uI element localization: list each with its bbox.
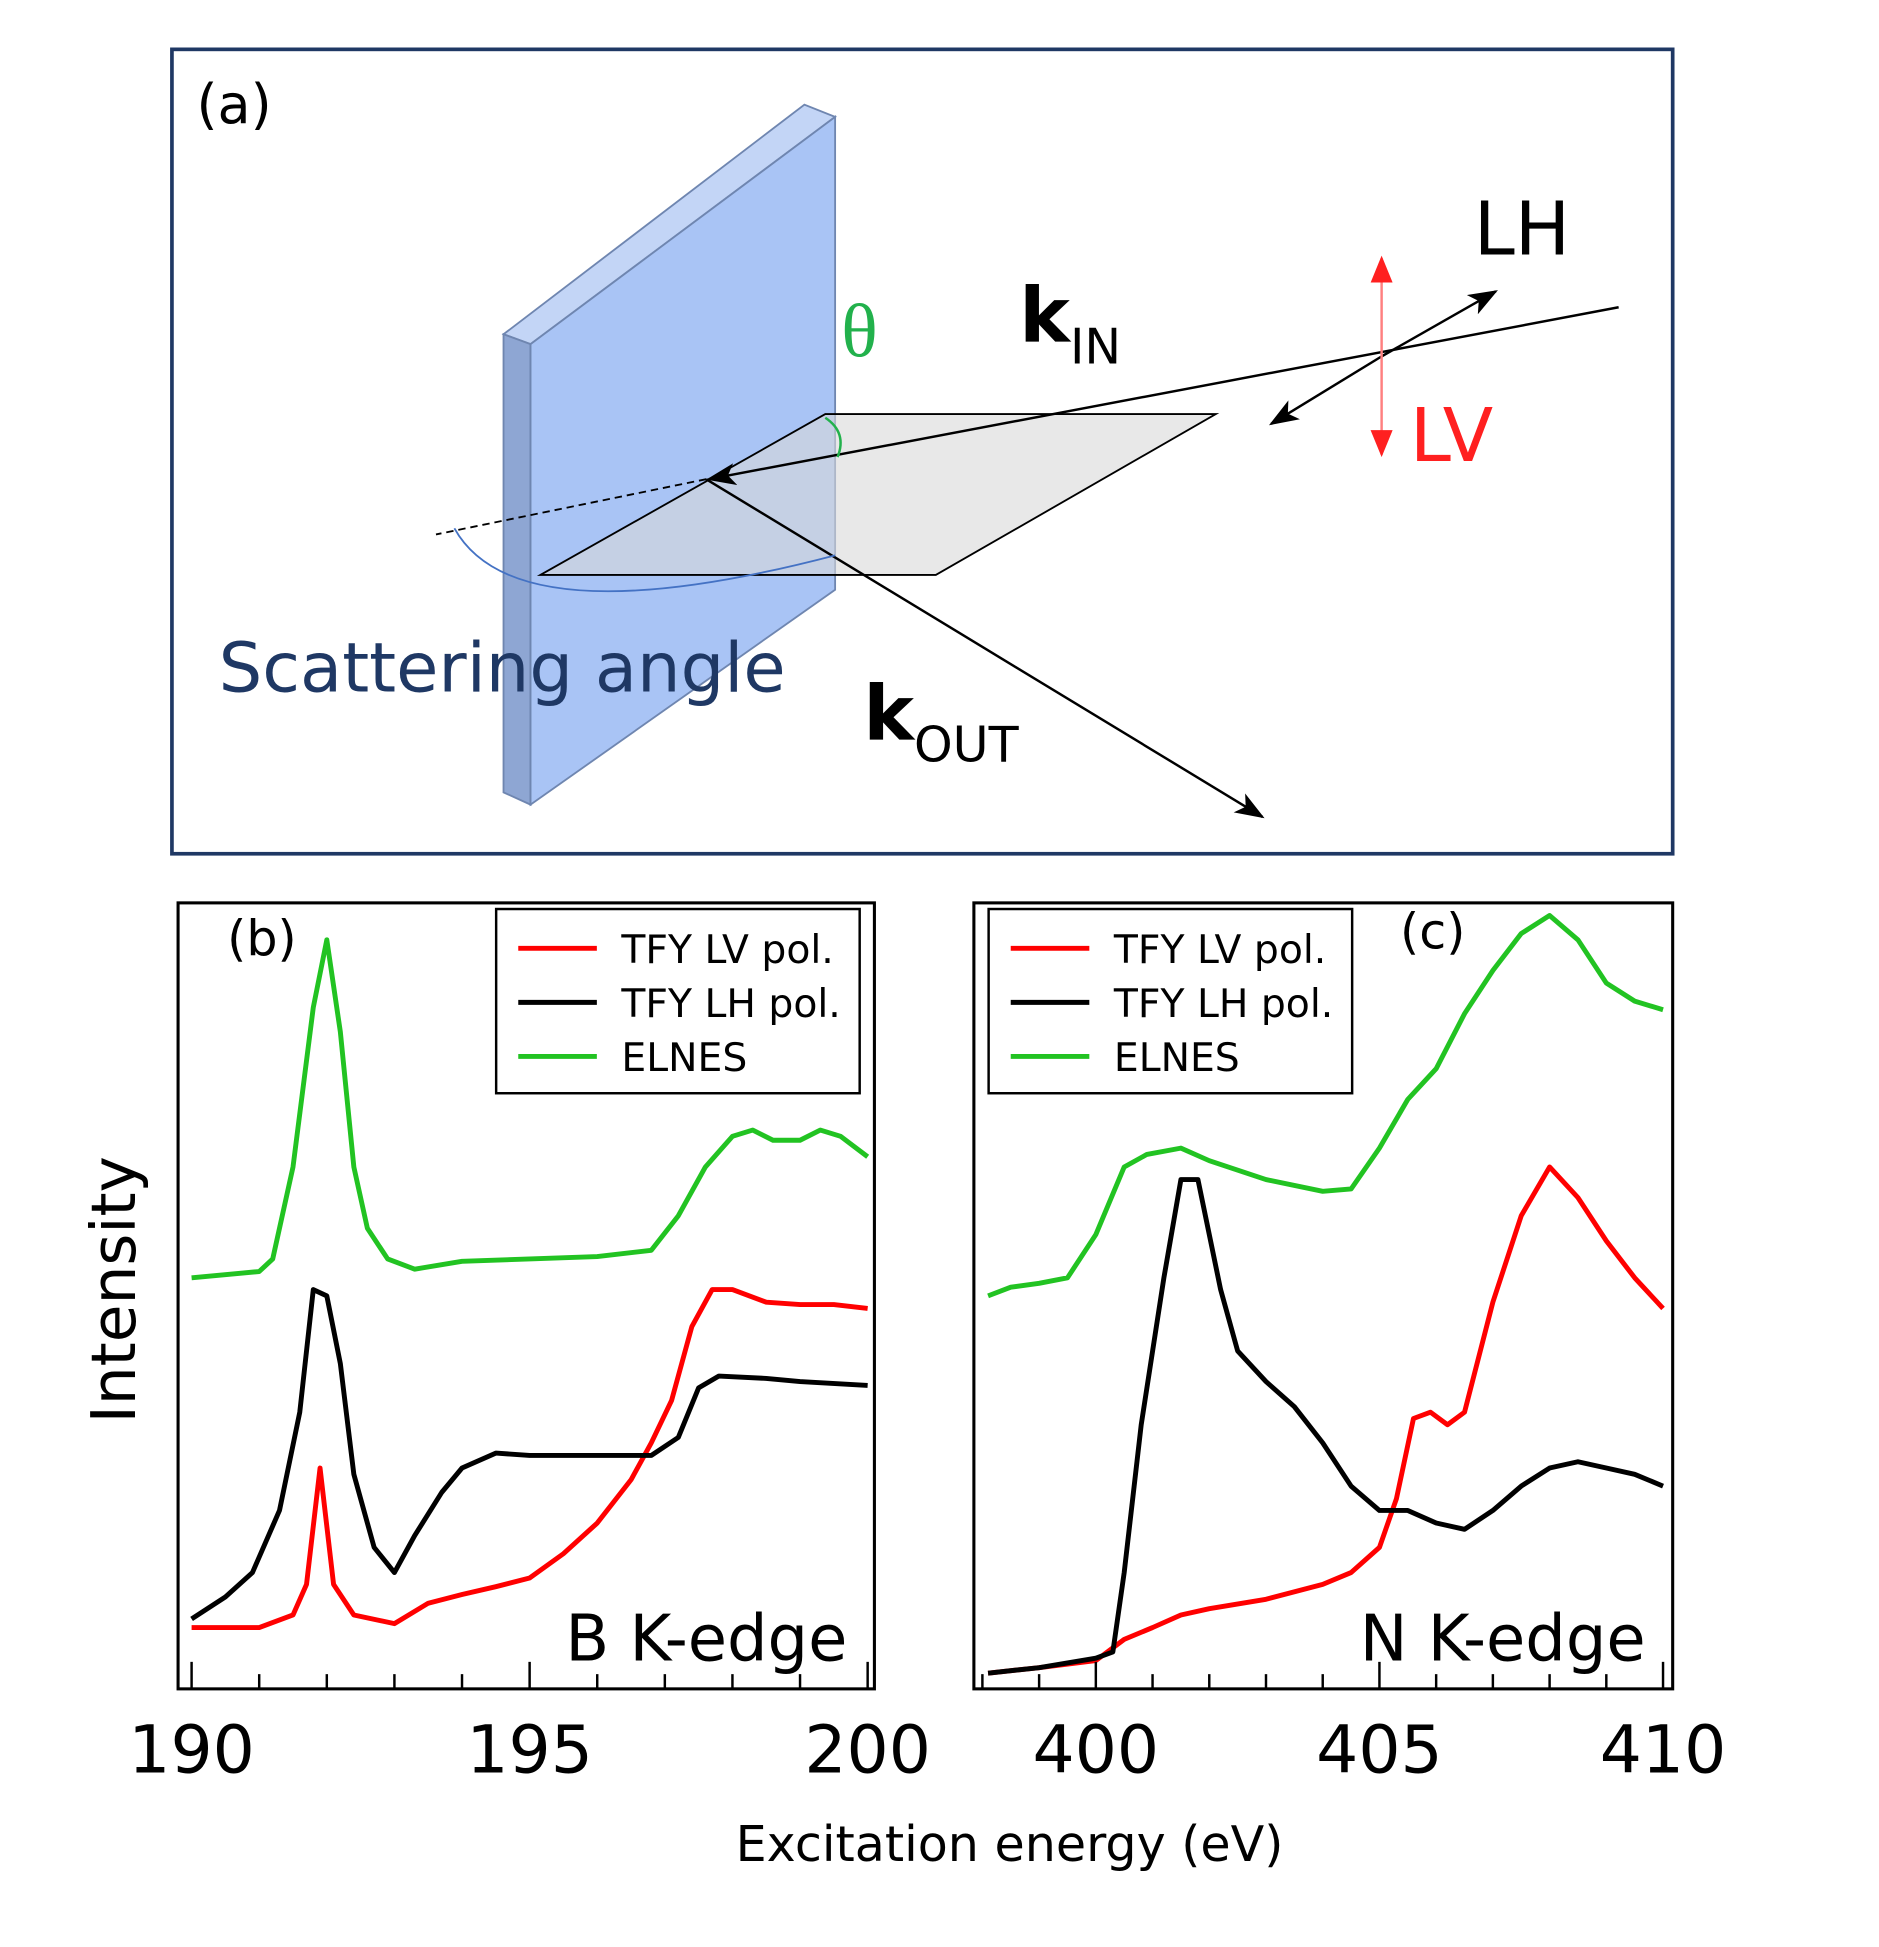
lv-label: LV [1410,394,1493,479]
y-axis-label: Intensity [79,1156,150,1423]
theta-label: θ [841,289,877,373]
lh-arrow [1381,290,1498,358]
x-tick-label: 400 [1033,1710,1160,1788]
x-tick-label: 190 [128,1710,255,1788]
x-tick-label: 195 [466,1710,593,1788]
lh-arrow [1268,355,1383,426]
scattering-label: Scattering angle [219,629,786,709]
diagram: (a) θ kIN LH LV Scattering angle kOUT [170,47,1675,856]
data-line [987,1177,1664,1676]
annotation: N K-edge [1360,1603,1646,1677]
theta-arc [824,416,842,458]
k-out-sub: OUT [914,716,1020,774]
legend-label: ELNES [1114,1036,1240,1081]
legend-label: TFY LV pol. [1113,928,1326,973]
scattering-arc [453,527,836,593]
annotation: (b) [227,910,296,968]
x-tick-label: 405 [1316,1710,1443,1788]
panel-label: (a) [196,73,271,136]
annotation: (c) [1400,902,1465,960]
legend-label: TFY LV pol. [620,928,833,973]
data-line [987,913,1664,1299]
plate-side [502,332,532,807]
beam-extension [435,478,707,536]
k-out-main: k [863,669,916,758]
k-out-arrow [705,478,1265,819]
k-in-sub: IN [1070,318,1121,376]
plate-front [529,115,837,807]
data-line [190,1287,868,1621]
x-axis-label: Excitation energy (eV) [736,1815,1284,1873]
lh-label: LH [1474,187,1570,272]
legend-label: TFY LH pol. [1113,982,1333,1027]
k-in-arrow [706,306,1619,486]
k-in-main: k [1019,271,1072,360]
data-line [191,937,870,1281]
legend-label: ELNES [621,1036,747,1081]
k-in-label: kIN [1019,271,1121,376]
k-out-label: kOUT [863,669,1019,774]
data-line [191,1287,868,1631]
data-line [987,1164,1665,1676]
annotation: B K-edge [565,1603,847,1677]
x-tick-label: 200 [804,1710,931,1788]
x-tick-label: 410 [1600,1710,1727,1788]
legend-label: TFY LH pol. [620,982,840,1027]
